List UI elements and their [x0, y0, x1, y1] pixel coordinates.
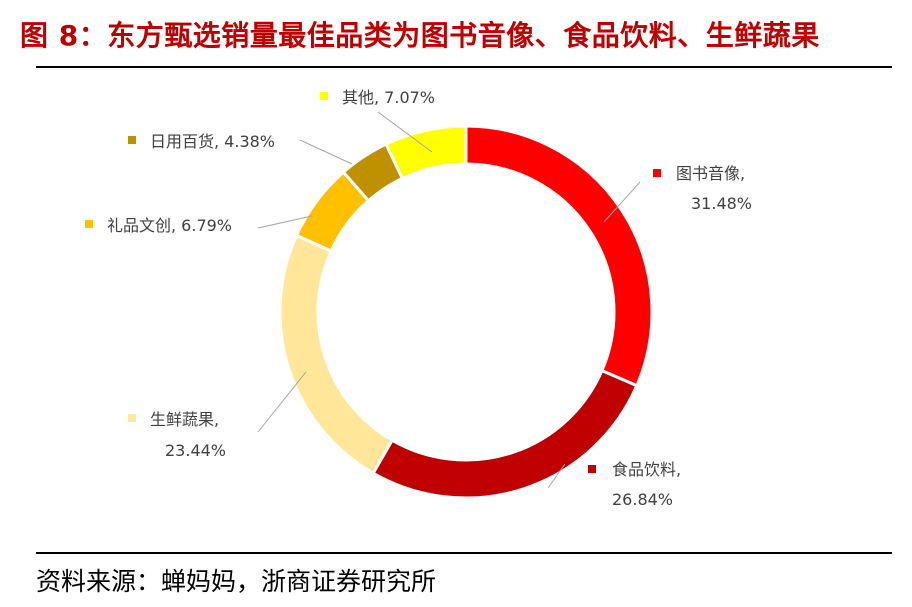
- label-marker-4: [85, 220, 93, 228]
- data-label-5-line-1: 日用百货, 4.38%: [150, 132, 275, 151]
- data-label-3-line-1: 生鲜蔬果,: [150, 410, 219, 429]
- leader-line-2: [547, 463, 566, 489]
- leader-line-3: [257, 371, 307, 433]
- data-labels: 图书音像, 31.48% 食品饮料, 26.84% 生鲜蔬果, 23.44% 礼品文创, 6…: [85, 88, 752, 509]
- leader-line-6: [377, 111, 433, 153]
- data-label-2-line-1: 食品饮料,: [612, 460, 681, 479]
- data-label-4-line-1: 礼品文创, 6.79%: [107, 216, 232, 235]
- figure-title: 图 8：东方甄选销量最佳品类为图书音像、食品饮料、生鲜蔬果: [20, 19, 820, 52]
- data-label-3-line-2: 23.44%: [165, 441, 226, 460]
- data-label-1-line-1: 图书音像,: [676, 164, 745, 183]
- slice-3: [278, 233, 395, 476]
- slice-2: [371, 368, 639, 500]
- label-marker-6: [320, 92, 328, 100]
- label-marker-5: [128, 136, 136, 144]
- leader-line-1: [603, 181, 641, 223]
- data-label-2-line-2: 26.84%: [612, 490, 673, 509]
- data-label-1-line-2: 31.48%: [691, 194, 752, 213]
- source-divider: [36, 552, 892, 554]
- leader-line-5: [299, 139, 353, 165]
- label-marker-2: [588, 465, 596, 473]
- slice-1: [464, 124, 654, 388]
- leader-line-4: [257, 215, 313, 229]
- label-marker-3: [128, 414, 136, 422]
- label-marker-1: [653, 169, 661, 177]
- slice-6: [384, 124, 468, 181]
- data-label-6-line-1: 其他, 7.07%: [342, 88, 435, 107]
- donut-slices: [278, 124, 654, 500]
- source-note: 资料来源：蝉妈妈，浙商证券研究所: [36, 567, 437, 596]
- leader-lines: [257, 111, 641, 489]
- title-divider: [36, 66, 892, 68]
